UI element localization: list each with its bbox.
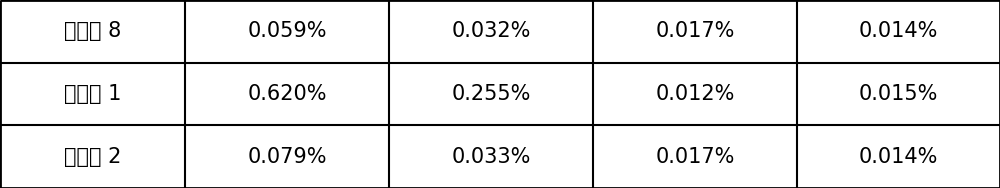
Text: 0.014%: 0.014% (859, 21, 938, 41)
Text: 对比例 2: 对比例 2 (64, 147, 121, 167)
Text: 0.017%: 0.017% (655, 21, 735, 41)
Text: 0.012%: 0.012% (655, 84, 735, 104)
Text: 实施例 8: 实施例 8 (64, 21, 121, 41)
Text: 0.620%: 0.620% (247, 84, 327, 104)
Text: 0.059%: 0.059% (247, 21, 327, 41)
Text: 0.015%: 0.015% (859, 84, 938, 104)
Text: 0.033%: 0.033% (451, 147, 531, 167)
Text: 0.255%: 0.255% (451, 84, 531, 104)
Text: 0.032%: 0.032% (451, 21, 531, 41)
Text: 0.079%: 0.079% (247, 147, 327, 167)
Text: 0.014%: 0.014% (859, 147, 938, 167)
Text: 0.017%: 0.017% (655, 147, 735, 167)
Text: 对比例 1: 对比例 1 (64, 84, 121, 104)
